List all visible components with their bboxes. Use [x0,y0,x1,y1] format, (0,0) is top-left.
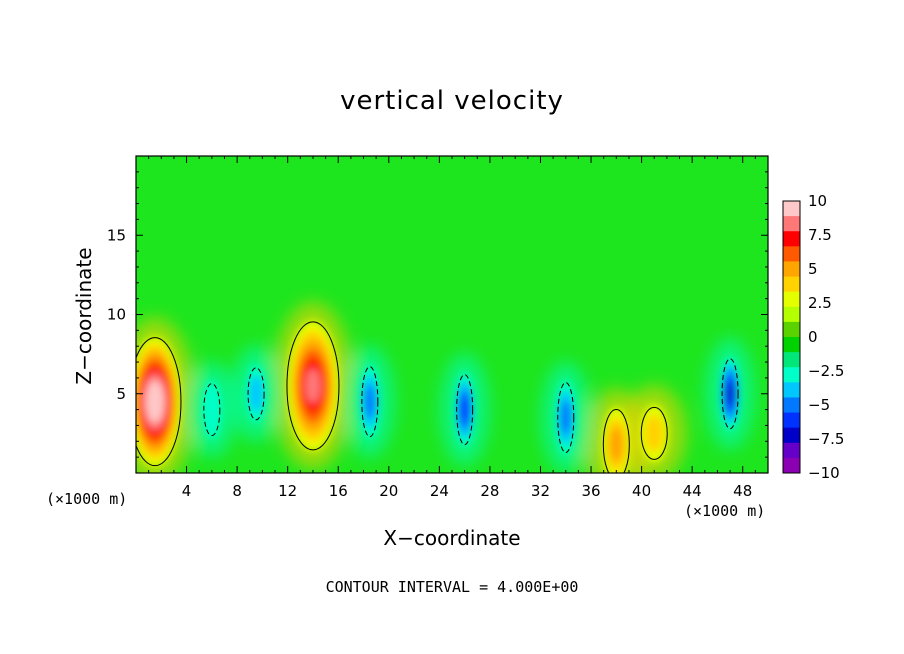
x-tick-label: 48 [733,482,752,500]
contour-line [203,383,221,437]
x-tick-label: 36 [581,482,600,500]
x-tick-label: 24 [430,482,449,500]
contour-line [557,382,575,454]
contour-line [456,374,474,446]
colorbar-tick-label: 7.5 [808,226,832,244]
y-tick-label: 5 [116,385,126,403]
feature-contour-fill [725,381,735,407]
colorbar-segment [783,276,800,293]
feature-contour-fill [609,426,624,463]
colorbar-frame [782,200,801,474]
x-unit-label-left: (×1000 m) [46,490,128,508]
colorbar-segment [783,201,800,217]
feature-contour-fill [249,375,263,413]
velocity-field [136,156,768,473]
x-tick-label: 16 [329,482,348,500]
colorbar-tick-label: 10 [808,192,827,210]
feature-contour-fill [305,368,321,404]
x-unit-label-right: (×1000 m) [684,502,766,520]
colorbar-segment [783,397,800,414]
feature-contour-fill [645,414,664,452]
feature-contour-fill [148,387,162,416]
colorbar-segment [783,216,800,232]
colorbar-segment [783,261,800,278]
y-tick-label: 15 [107,226,126,244]
colorbar-tick-label: −7.5 [808,430,844,448]
contour-interval-note: CONTOUR INTERVAL = 4.000E+00 [325,578,579,596]
colorbar-segment [783,306,800,323]
x-tick-label: 12 [278,482,297,500]
colorbar: 10 7.5 5 2.5 0 −2.5 −5 −7.5 −10 [782,192,844,482]
contour-lines [136,321,739,473]
colorbar-tick-label: 5 [808,260,818,278]
contour-line [247,367,265,421]
contour-line [136,337,182,467]
colorbar-segment [783,231,800,247]
chart-title: vertical velocity [340,86,564,116]
feature-contour-fill [459,395,470,424]
x-axis-label: X−coordinate [383,526,521,550]
colorbar-segment [783,352,800,368]
x-tick-label: 44 [683,482,702,500]
contour-line [640,406,668,460]
colorbar-segment [783,442,800,459]
colorbar-tick-label: −10 [808,464,840,482]
feature-contour-fill [560,399,572,436]
colorbar-tick-label: −2.5 [808,362,844,380]
x-tick-label: 4 [182,482,192,500]
colorbar-segment [783,246,800,262]
feature-contour-fill [364,384,376,420]
colorbar-segment [783,291,800,308]
feature-contour-fill [201,380,222,439]
colorbar-segment [783,367,800,383]
colorbar-segment [783,457,800,474]
colorbar-tick-label: 0 [808,328,818,346]
colorbar-segment [783,412,800,429]
x-tick-label: 32 [531,482,550,500]
colorbar-segment [783,337,800,353]
contour-line [286,321,340,451]
x-tick-label: 20 [379,482,398,500]
colorbar-segment [783,321,800,338]
colorbar-segment [783,382,800,398]
colorbar-tick-label: −5 [808,396,830,414]
contour-line [721,358,739,430]
contour-line [361,366,379,438]
x-tick-label: 28 [480,482,499,500]
colorbar-segment [783,427,800,444]
contour-line [602,408,630,473]
x-tick-label: 8 [232,482,242,500]
colorbar-tick-label: 2.5 [808,294,832,312]
x-tick-label: 40 [632,482,651,500]
y-tick-label: 10 [107,306,126,324]
